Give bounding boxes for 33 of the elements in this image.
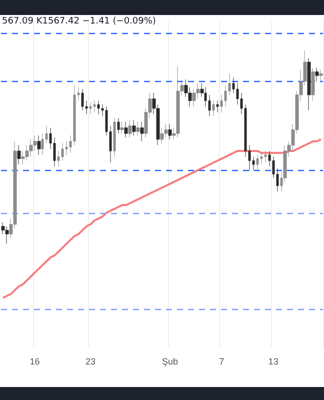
candlestick: [97, 100, 100, 114]
candlestick: [216, 100, 219, 113]
text: 567.09 K1567.42 −1.41 (−0.09%): [2, 16, 156, 26]
candlestick: [37, 135, 41, 156]
candlestick: [136, 122, 140, 136]
x-tick-label: 13: [268, 356, 278, 366]
candlestick: [124, 122, 128, 138]
candlestick: [132, 120, 136, 136]
candlestick: [89, 102, 92, 114]
candlestick: [128, 120, 132, 138]
x-tick-label: 7: [219, 356, 224, 366]
candlestick: [311, 68, 315, 101]
x-tick-label: 23: [85, 356, 96, 366]
candlestick: [176, 66, 180, 138]
x-tick-label: Şub: [162, 356, 178, 366]
candlestick: [5, 226, 9, 244]
x-tick-label: 16: [30, 356, 40, 366]
candlestick: [81, 88, 84, 111]
candlestick: [212, 100, 215, 116]
candlestick: [160, 128, 164, 144]
candlestick: [29, 139, 33, 157]
candlestick: [319, 70, 323, 82]
candlestick: [168, 124, 172, 140]
candlestick: [307, 58, 311, 111]
candlestick: [117, 118, 120, 134]
candlestick: [17, 144, 21, 165]
candlestick: [315, 68, 319, 82]
candlestick: [140, 122, 144, 142]
candlestick: [264, 150, 267, 163]
candlestick: [113, 118, 116, 157]
candlestick: [256, 154, 259, 171]
candlestick: [93, 100, 96, 113]
candlestick: [120, 122, 124, 134]
